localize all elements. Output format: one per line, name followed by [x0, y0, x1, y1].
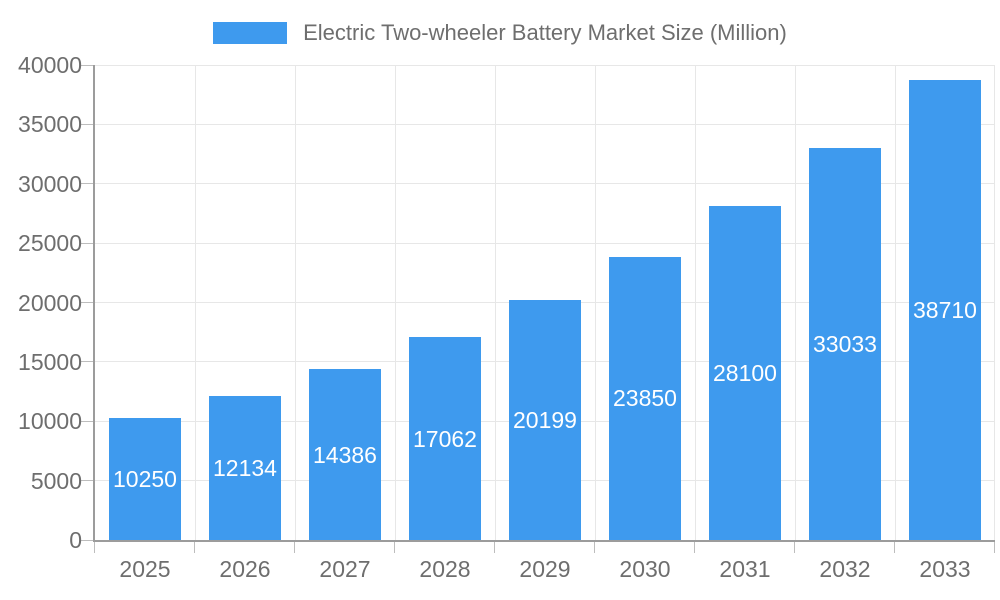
y-axis-tick — [81, 420, 93, 422]
y-axis-tick — [81, 183, 93, 185]
y-axis-tick-label: 5000 — [30, 467, 82, 494]
bar-value-label: 17062 — [413, 425, 477, 452]
x-axis-tick-label: 2033 — [919, 556, 971, 582]
gridline-vertical — [494, 65, 496, 540]
bar-2031[interactable]: 28100 — [709, 206, 781, 540]
bar-value-label: 28100 — [713, 360, 777, 387]
y-axis-tick — [81, 242, 93, 244]
bar-2027[interactable]: 14386 — [309, 369, 381, 540]
x-axis-tick-label: 2026 — [219, 556, 271, 582]
bar-value-label: 23850 — [613, 385, 677, 412]
gridline-vertical — [194, 65, 196, 540]
y-axis-line — [93, 65, 95, 542]
y-axis-tick — [81, 123, 93, 125]
x-axis-tick-label: 2025 — [119, 556, 171, 582]
gridline-vertical — [594, 65, 596, 540]
x-axis-tick-label: 2032 — [819, 556, 871, 582]
bar-value-label: 12134 — [213, 454, 277, 481]
y-axis-tick-label: 0 — [69, 527, 82, 553]
x-axis-line — [93, 540, 995, 542]
gridline-vertical — [694, 65, 696, 540]
bar-2032[interactable]: 33033 — [809, 147, 881, 540]
y-axis-tick-label: 15000 — [18, 348, 82, 375]
bar-value-label: 20199 — [513, 407, 577, 434]
gridline-horizontal — [95, 123, 995, 125]
bar-value-label: 33033 — [813, 330, 877, 357]
x-axis-tick — [794, 542, 795, 553]
gridline-horizontal — [95, 65, 995, 66]
y-axis-tick-label: 35000 — [18, 111, 82, 138]
bar-2029[interactable]: 20199 — [509, 300, 581, 540]
legend[interactable]: Electric Two-wheeler Battery Market Size… — [0, 20, 1000, 46]
gridline-vertical — [394, 65, 396, 540]
gridline-vertical — [894, 65, 896, 540]
x-axis-tick — [294, 542, 295, 553]
y-axis-tick-label: 40000 — [18, 52, 82, 78]
x-axis-tick — [994, 542, 995, 553]
bar-2028[interactable]: 17062 — [409, 337, 481, 540]
x-axis-tick-label: 2028 — [419, 556, 471, 582]
x-axis-tick-label: 2031 — [719, 556, 771, 582]
bar-2033[interactable]: 38710 — [909, 80, 981, 540]
x-axis-tick — [594, 542, 595, 553]
x-axis-tick — [694, 542, 695, 553]
bar-2025[interactable]: 10250 — [109, 418, 181, 540]
bar-value-label: 38710 — [913, 297, 977, 324]
bar-value-label: 10250 — [113, 466, 177, 493]
y-axis-tick — [81, 64, 93, 66]
gridline-vertical — [994, 65, 995, 540]
x-axis-tick — [94, 542, 95, 553]
y-axis-tick — [81, 539, 93, 541]
x-axis-tick-label: 2027 — [319, 556, 371, 582]
gridline-vertical — [294, 65, 296, 540]
x-axis-tick — [494, 542, 495, 553]
legend-label: Electric Two-wheeler Battery Market Size… — [303, 20, 787, 45]
plot-area: 0 5000 10000 15000 20000 25000 30000 35000 40000… — [18, 52, 995, 582]
x-axis-tick-label: 2029 — [519, 556, 571, 582]
gridline-vertical — [794, 65, 796, 540]
bar-2026[interactable]: 12134 — [209, 395, 281, 540]
bar-value-label: 14386 — [313, 441, 377, 468]
gridline-horizontal — [95, 242, 995, 244]
y-axis-tick — [81, 302, 93, 303]
x-axis-tick — [194, 542, 195, 553]
y-axis-tick-label: 10000 — [18, 408, 82, 435]
legend-swatch — [213, 22, 288, 44]
y-axis-tick-label: 25000 — [18, 230, 82, 257]
y-axis-tick — [81, 361, 93, 363]
gridline-horizontal — [95, 183, 995, 185]
x-axis-tick-label: 2030 — [619, 556, 671, 582]
y-axis-tick-label: 30000 — [18, 170, 82, 197]
bar-2030[interactable]: 23850 — [609, 256, 681, 540]
x-axis-tick — [394, 542, 395, 553]
y-axis-tick — [81, 480, 93, 482]
x-axis-tick — [894, 542, 895, 553]
y-axis-tick-label: 20000 — [18, 289, 82, 316]
